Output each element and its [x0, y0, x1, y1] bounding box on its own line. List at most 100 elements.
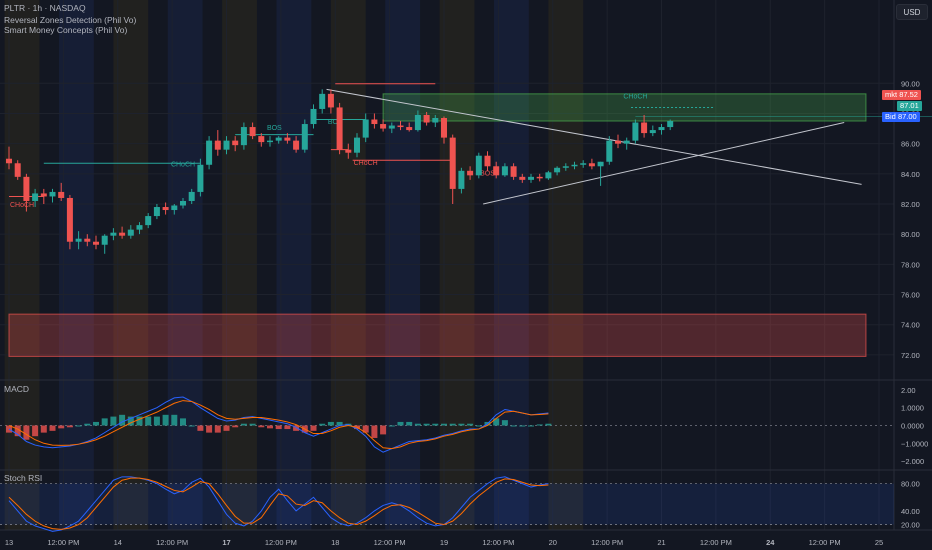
macd-histogram-bar — [23, 425, 30, 440]
macd-histogram-bar — [336, 421, 343, 426]
candle-body — [293, 140, 300, 150]
candle-body — [258, 136, 265, 143]
candle-body — [162, 207, 169, 211]
macd-histogram-bar — [119, 414, 126, 426]
macd-line — [8, 396, 549, 453]
demand-zone — [8, 313, 867, 357]
macd-histogram-bar — [58, 425, 65, 429]
macd-tick-label: 0.0000 — [901, 422, 924, 431]
candle-body — [458, 170, 465, 189]
candle-body — [240, 127, 247, 146]
structure-label: CHoCH — [10, 202, 34, 209]
macd-histogram-bar — [136, 416, 143, 426]
candle-body — [580, 163, 587, 165]
candle-body — [284, 137, 291, 141]
structure-label: CHoCH — [354, 160, 378, 167]
candle-body — [354, 137, 360, 153]
structure-label: BOS — [480, 170, 495, 177]
macd-histogram-bar — [32, 425, 39, 437]
time-tick-label: 20 — [549, 538, 557, 547]
bid-price-value: 87.00 — [897, 112, 917, 121]
macd-histogram-bar — [388, 425, 395, 427]
candle-body — [632, 122, 639, 141]
price-tick-label: 72.00 — [901, 351, 920, 360]
stoch-d-line — [8, 477, 549, 530]
macd-histogram-bar — [467, 423, 474, 426]
bid-price-label: Bid — [885, 112, 896, 121]
candle-body — [267, 140, 273, 143]
macd-histogram-bar — [275, 425, 282, 430]
candle-body — [362, 119, 369, 138]
candle-body — [223, 140, 230, 150]
candle-body — [32, 193, 39, 201]
candle-body — [301, 124, 308, 150]
candle-body — [110, 232, 117, 236]
time-tick-label: 18 — [331, 538, 339, 547]
macd-histogram-bar — [197, 425, 204, 431]
candle-body — [554, 167, 561, 173]
macd-tick-label: −2.000 — [901, 457, 924, 466]
mid-price-tag: 87.01 — [897, 101, 922, 111]
time-tick-label: 25 — [875, 538, 883, 547]
macd-histogram-bar — [188, 425, 195, 427]
structure-label: CHoCH — [623, 93, 647, 100]
macd-histogram-bar — [501, 420, 508, 426]
currency-button[interactable]: USD — [896, 4, 928, 20]
candle-body — [528, 176, 534, 180]
macd-histogram-bar — [249, 423, 256, 426]
candle-body — [649, 130, 656, 134]
candle-body — [171, 205, 178, 211]
candle-body — [449, 137, 456, 189]
candle-body — [562, 166, 569, 168]
macd-histogram-bar — [258, 425, 265, 428]
macd-histogram-bar — [180, 418, 186, 426]
macd-histogram-bar — [14, 425, 21, 437]
price-axis[interactable]: 72.00 74.00 76.00 78.00 80.00 82.00 84.00 86.00… — [901, 79, 928, 529]
candle-body — [606, 140, 613, 162]
session-band — [439, 0, 475, 530]
time-tick-label: 24 — [766, 538, 775, 547]
price-candles — [6, 89, 674, 254]
time-tick-label: 21 — [657, 538, 665, 547]
session-background-bands — [4, 0, 584, 530]
candle-body — [127, 229, 134, 236]
indicator-smart-money[interactable]: Smart Money Concepts (Phil Vo) — [4, 25, 128, 35]
macd-histogram-bar — [153, 416, 160, 426]
indicator-reversal-zones[interactable]: Reversal Zones Detection (Phil Vo) — [4, 15, 137, 25]
candle-body — [275, 137, 282, 141]
candle-body — [214, 140, 221, 150]
candle-body — [414, 114, 421, 131]
candle-body — [588, 163, 595, 167]
macd-histogram-bar — [414, 423, 421, 426]
macd-histogram-bar — [162, 414, 169, 426]
candle-body — [441, 118, 447, 138]
time-tick-label: 12:00 PM — [265, 538, 297, 547]
macd-histogram-bar — [171, 414, 178, 426]
macd-histogram-bar — [49, 425, 56, 431]
candle-body — [571, 164, 578, 167]
time-tick-label: 12:00 PM — [591, 538, 623, 547]
candle-body — [49, 191, 56, 197]
candle-body — [136, 225, 143, 230]
macd-histogram-bar — [380, 425, 387, 435]
grid-lines — [0, 0, 932, 531]
session-band — [385, 0, 421, 530]
last-price-value: 87.52 — [899, 90, 918, 99]
candle-body — [197, 164, 204, 192]
last-price-label: mkt — [885, 90, 898, 99]
macd-histogram-bar — [93, 421, 99, 426]
macd-histogram-bar — [475, 425, 482, 427]
macd-histogram-bar — [519, 425, 526, 427]
candle-body — [371, 119, 378, 125]
signal-line — [8, 400, 549, 450]
candle-body — [467, 170, 474, 176]
candle-body — [188, 191, 195, 201]
session-band — [330, 0, 366, 530]
candle-body — [484, 155, 491, 167]
structure-label: CHoCH — [171, 161, 195, 168]
candle-body — [423, 114, 430, 123]
macd-histogram-bar — [66, 425, 73, 428]
time-axis[interactable]: 13 12:00 PM 14 12:00 PM 17 12:00 PM 18 12:00 PM… — [5, 538, 883, 547]
stoch-tick-label: 80.00 — [901, 480, 920, 489]
